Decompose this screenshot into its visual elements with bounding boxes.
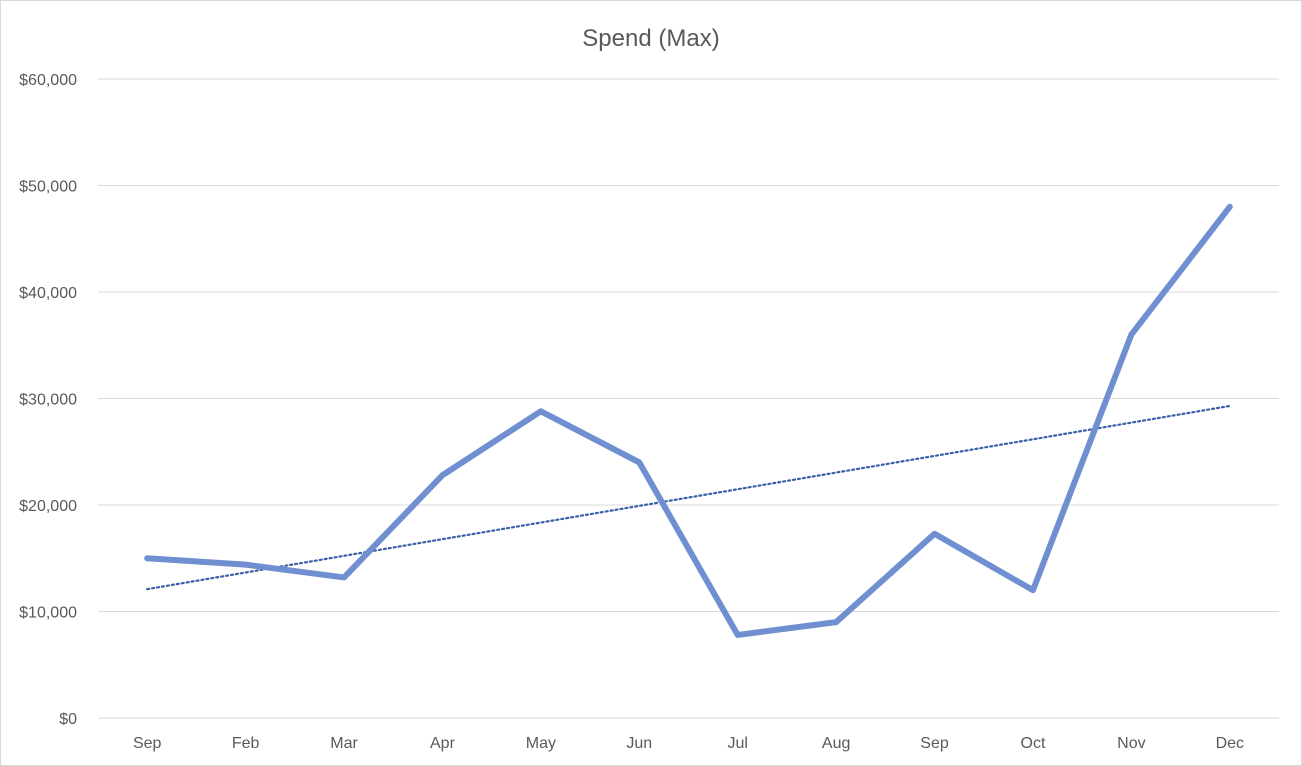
x-tick-label: Apr xyxy=(430,735,456,752)
y-tick-label: $40,000 xyxy=(19,285,77,302)
data-point-sep-8 xyxy=(932,531,938,537)
trendline-group xyxy=(146,404,1231,591)
x-tick-label: Sep xyxy=(133,735,162,752)
x-tick-label: Oct xyxy=(1021,735,1046,752)
series-line-0 xyxy=(144,203,1233,638)
linear-trendline xyxy=(146,404,1231,591)
x-tick-label: Jun xyxy=(626,735,652,752)
x-tick-label: Sep xyxy=(920,735,949,752)
x-tick-label: Jul xyxy=(727,735,747,752)
data-point-jul-6 xyxy=(735,632,741,638)
y-tick-label: $30,000 xyxy=(19,392,77,409)
chart-title: Spend (Max) xyxy=(582,25,719,52)
series-group xyxy=(144,203,1233,638)
data-point-nov-10 xyxy=(1128,332,1134,338)
data-point-feb-1 xyxy=(243,562,249,568)
data-point-may-4 xyxy=(538,408,544,414)
x-tick-label: Mar xyxy=(330,735,358,752)
x-tick-label: Dec xyxy=(1216,735,1244,752)
x-tick-label: Aug xyxy=(822,735,850,752)
x-tick-label: Feb xyxy=(232,735,260,752)
data-point-mar-2 xyxy=(341,574,347,580)
x-tick-label: Nov xyxy=(1117,735,1145,752)
data-point-dec-11 xyxy=(1227,204,1233,210)
gridlines xyxy=(98,78,1279,719)
y-tick-label: $50,000 xyxy=(19,179,77,196)
data-point-jun-5 xyxy=(636,459,642,465)
data-point-sep-0 xyxy=(144,555,150,561)
y-tick-label: $0 xyxy=(59,711,77,728)
y-axis-tick-labels: $0 $10,000 $20,000 $30,000 $40,000 $50,000 $60… xyxy=(19,72,77,728)
data-point-oct-9 xyxy=(1030,587,1036,593)
data-point-aug-7 xyxy=(833,619,839,625)
data-point-apr-3 xyxy=(439,472,445,478)
y-tick-label: $60,000 xyxy=(19,72,77,89)
y-tick-label: $20,000 xyxy=(19,498,77,515)
x-axis-tick-labels: Sep Feb Mar Apr May Jun Jul Aug Sep Oct Nov Dec xyxy=(133,735,1244,752)
y-tick-label: $10,000 xyxy=(19,605,77,622)
x-tick-label: May xyxy=(526,735,556,752)
